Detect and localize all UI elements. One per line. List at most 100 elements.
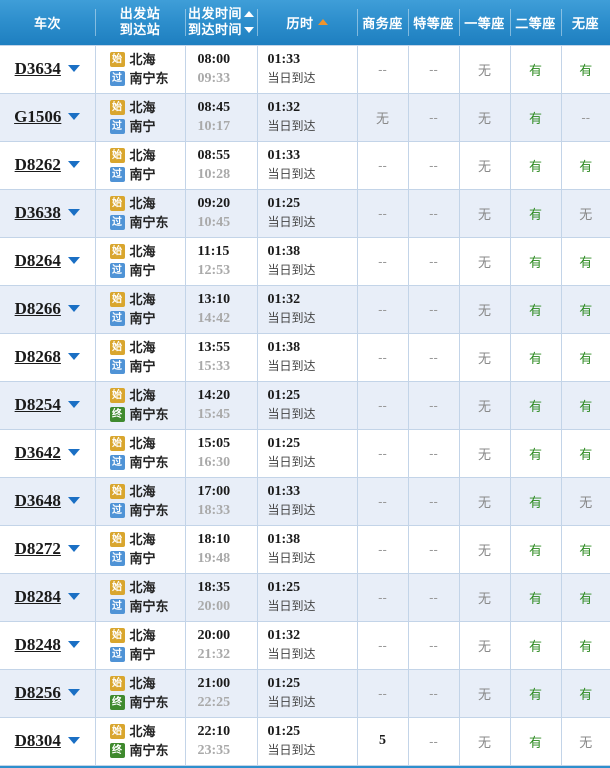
- premium-seat-cell[interactable]: --: [407, 476, 459, 526]
- business-seat-cell[interactable]: --: [356, 380, 408, 430]
- chevron-down-icon[interactable]: [67, 305, 80, 312]
- premium-seat-cell[interactable]: --: [407, 92, 459, 142]
- train-code-cell[interactable]: D8304: [0, 716, 95, 766]
- business-seat-cell[interactable]: --: [356, 44, 408, 94]
- table-row[interactable]: D8254 始北海终南宁东 14:20 15:45 01:25 当日到达 -- -- 无有有: [0, 380, 610, 430]
- train-code-cell[interactable]: D3634: [0, 44, 95, 94]
- first-class-seat-cell[interactable]: 无: [458, 476, 510, 526]
- chevron-down-icon[interactable]: [67, 641, 80, 648]
- first-class-seat-cell[interactable]: 无: [458, 620, 510, 670]
- business-seat-cell[interactable]: --: [356, 236, 408, 286]
- chevron-down-icon[interactable]: [67, 497, 80, 504]
- business-seat-cell[interactable]: --: [356, 572, 408, 622]
- train-code-link[interactable]: G1506: [14, 107, 62, 126]
- train-code-link[interactable]: D3634: [14, 59, 61, 78]
- business-seat-cell[interactable]: --: [356, 332, 408, 382]
- first-class-seat-cell[interactable]: 无: [458, 236, 510, 286]
- first-class-seat-cell[interactable]: 无: [458, 380, 510, 430]
- train-code-cell[interactable]: D8254: [0, 380, 95, 430]
- train-code-cell[interactable]: D8248: [0, 620, 95, 670]
- header-times[interactable]: 出发时间 到达时间: [185, 0, 257, 45]
- train-code-link[interactable]: D8304: [14, 731, 61, 750]
- train-code-link[interactable]: D8284: [14, 587, 61, 606]
- standing-seat-cell[interactable]: 有: [560, 44, 610, 94]
- table-row[interactable]: G1506 始北海过南宁 08:45 10:17 01:32 当日到达无 -- 无有 --: [0, 92, 610, 142]
- premium-seat-cell[interactable]: --: [407, 380, 459, 430]
- train-code-link[interactable]: D8264: [14, 251, 61, 270]
- business-seat-cell[interactable]: --: [356, 284, 408, 334]
- train-code-cell[interactable]: D3648: [0, 476, 95, 526]
- standing-seat-cell[interactable]: 有: [560, 620, 610, 670]
- train-code-link[interactable]: D8268: [14, 347, 61, 366]
- chevron-down-icon[interactable]: [67, 689, 80, 696]
- train-code-link[interactable]: D3648: [14, 491, 61, 510]
- first-class-seat-cell[interactable]: 无: [458, 716, 510, 766]
- table-row[interactable]: D3642 始北海过南宁东 15:05 16:30 01:25 当日到达 -- -- 无有有: [0, 428, 610, 478]
- sort-descending-icon[interactable]: [244, 27, 254, 34]
- header-stations[interactable]: 出发站 到达站: [95, 0, 185, 45]
- second-class-seat-cell[interactable]: 有: [509, 476, 561, 526]
- standing-seat-cell[interactable]: 无: [560, 716, 610, 766]
- business-seat-cell[interactable]: 5: [356, 716, 408, 766]
- standing-seat-cell[interactable]: 无: [560, 476, 610, 526]
- premium-seat-cell[interactable]: --: [407, 668, 459, 718]
- table-row[interactable]: D3634 始北海过南宁东 08:00 09:33 01:33 当日到达 -- -- 无有有: [0, 44, 610, 94]
- chevron-down-icon[interactable]: [67, 353, 80, 360]
- train-code-cell[interactable]: D8284: [0, 572, 95, 622]
- chevron-down-icon[interactable]: [67, 449, 80, 456]
- standing-seat-cell[interactable]: 有: [560, 236, 610, 286]
- first-class-seat-cell[interactable]: 无: [458, 284, 510, 334]
- premium-seat-cell[interactable]: --: [407, 524, 459, 574]
- train-code-link[interactable]: D3638: [14, 203, 61, 222]
- standing-seat-cell[interactable]: 有: [560, 428, 610, 478]
- premium-seat-cell[interactable]: --: [407, 572, 459, 622]
- standing-seat-cell[interactable]: 有: [560, 524, 610, 574]
- second-class-seat-cell[interactable]: 有: [509, 188, 561, 238]
- first-class-seat-cell[interactable]: 无: [458, 572, 510, 622]
- train-code-link[interactable]: D8266: [14, 299, 61, 318]
- table-row[interactable]: D8256 始北海终南宁东 21:00 22:25 01:25 当日到达 -- -- 无有有: [0, 668, 610, 718]
- table-row[interactable]: D8262 始北海过南宁 08:55 10:28 01:33 当日到达 -- -- 无有有: [0, 140, 610, 190]
- chevron-down-icon[interactable]: [67, 257, 80, 264]
- premium-seat-cell[interactable]: --: [407, 140, 459, 190]
- train-code-link[interactable]: D8254: [14, 395, 61, 414]
- train-code-link[interactable]: D8248: [14, 635, 61, 654]
- first-class-seat-cell[interactable]: 无: [458, 332, 510, 382]
- second-class-seat-cell[interactable]: 有: [509, 44, 561, 94]
- first-class-seat-cell[interactable]: 无: [458, 668, 510, 718]
- business-seat-cell[interactable]: --: [356, 476, 408, 526]
- table-row[interactable]: D8248 始北海过南宁 20:00 21:32 01:32 当日到达 -- -- 无有有: [0, 620, 610, 670]
- train-code-cell[interactable]: D8256: [0, 668, 95, 718]
- second-class-seat-cell[interactable]: 有: [509, 524, 561, 574]
- premium-seat-cell[interactable]: --: [407, 188, 459, 238]
- standing-seat-cell[interactable]: 有: [560, 668, 610, 718]
- train-code-cell[interactable]: D3642: [0, 428, 95, 478]
- business-seat-cell[interactable]: --: [356, 620, 408, 670]
- train-code-link[interactable]: D8256: [14, 683, 61, 702]
- business-seat-cell[interactable]: --: [356, 524, 408, 574]
- second-class-seat-cell[interactable]: 有: [509, 380, 561, 430]
- business-seat-cell[interactable]: --: [356, 668, 408, 718]
- second-class-seat-cell[interactable]: 有: [509, 716, 561, 766]
- chevron-down-icon[interactable]: [67, 401, 80, 408]
- first-class-seat-cell[interactable]: 无: [458, 428, 510, 478]
- standing-seat-cell[interactable]: 有: [560, 572, 610, 622]
- table-row[interactable]: D8266 始北海过南宁 13:10 14:42 01:32 当日到达 -- -- 无有有: [0, 284, 610, 334]
- second-class-seat-cell[interactable]: 有: [509, 140, 561, 190]
- train-code-link[interactable]: D8262: [14, 155, 61, 174]
- first-class-seat-cell[interactable]: 无: [458, 44, 510, 94]
- table-row[interactable]: D3648 始北海过南宁东 17:00 18:33 01:33 当日到达 -- -- 无有无: [0, 476, 610, 526]
- second-class-seat-cell[interactable]: 有: [509, 428, 561, 478]
- second-class-seat-cell[interactable]: 有: [509, 92, 561, 142]
- table-row[interactable]: D8284 始北海过南宁东 18:35 20:00 01:25 当日到达 -- -- 无有有: [0, 572, 610, 622]
- chevron-down-icon[interactable]: [67, 209, 80, 216]
- train-code-link[interactable]: D3642: [14, 443, 61, 462]
- sort-ascending-icon[interactable]: [244, 11, 254, 18]
- second-class-seat-cell[interactable]: 有: [509, 332, 561, 382]
- table-row[interactable]: D8268 始北海过南宁 13:55 15:33 01:38 当日到达 -- -- 无有有: [0, 332, 610, 382]
- first-class-seat-cell[interactable]: 无: [458, 524, 510, 574]
- header-train-code[interactable]: 车次: [0, 0, 95, 45]
- table-row[interactable]: D8272 始北海过南宁 18:10 19:48 01:38 当日到达 -- -- 无有有: [0, 524, 610, 574]
- train-code-cell[interactable]: D8266: [0, 284, 95, 334]
- train-code-cell[interactable]: D8272: [0, 524, 95, 574]
